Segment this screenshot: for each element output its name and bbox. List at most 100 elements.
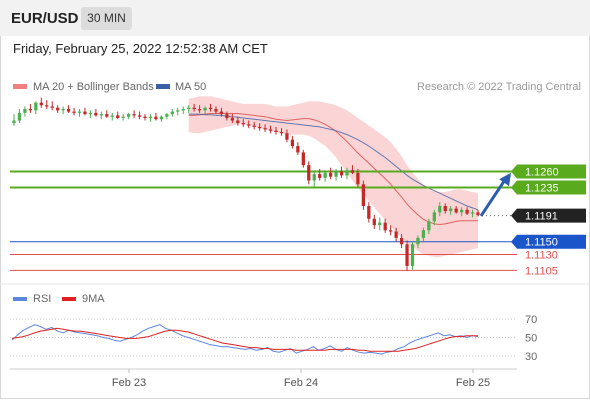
candle-body [274,130,278,132]
candle-body [339,171,344,176]
candle-body [323,172,327,178]
candle-body [28,109,33,111]
candle-body [290,139,295,147]
forecast-arrow-shaft [479,175,509,217]
interval-button[interactable]: 30 MIN [81,7,132,30]
candle-body [449,208,453,212]
candle-body [459,209,464,213]
candle-body [12,120,16,124]
candle-body [399,237,404,245]
candle-body [192,107,196,110]
ma50-legend-label: MA 50 [175,81,206,93]
candle-body [137,115,142,117]
candle-body [105,114,109,117]
candle-body [268,129,273,131]
candle-body [230,117,234,121]
candle-body [116,115,120,118]
candle-body [34,102,38,111]
candle-body [394,231,398,238]
resistance-level-label: 1.1235 [525,183,559,195]
x-axis: Feb 23 Feb 24 Feb 25 [112,369,490,389]
candle-body [356,172,360,185]
resistance-level-label: 1.1260 [525,167,559,179]
candle-body [50,106,54,108]
candle-body [126,114,131,117]
candle-body [279,132,284,134]
candle-body [181,109,185,111]
rsi-legend-label: RSI [33,293,51,305]
rsi-legend-swatch [13,297,27,301]
rsi-ma-line [11,327,478,352]
candle-body [94,112,98,116]
candle-body [23,109,27,113]
candle-body [476,212,480,215]
candle-body [17,112,22,121]
candle-body [197,109,202,111]
candle-body [383,222,387,231]
candle-body [77,111,82,113]
candle-body [203,107,207,111]
candle-body [165,114,169,117]
forecast-arrow-head [499,172,511,187]
candle-body [296,146,300,153]
candle-body [285,133,289,140]
rsi-tick-label: 50 [525,333,537,345]
credit-text: Research © 2022 Trading Central [417,81,581,93]
candle-body [312,174,316,181]
support-level-label: 1.1105 [525,265,558,277]
candle-body [421,230,426,238]
support-level-label: 1.1130 [525,249,558,261]
candle-body [416,237,420,245]
chart-datetime: Friday, February 25, 2022 12:52:38 AM CE… [13,41,268,56]
pivot-level-tag [511,234,586,249]
candle-body [170,111,174,115]
candle-body [83,111,87,115]
candle-body [121,116,125,118]
candle-body [367,206,371,219]
ma50-legend-swatch [156,84,170,89]
candle-body [110,115,114,117]
candle-body [334,171,338,177]
candle-body [318,174,322,178]
x-tick-label: Feb 25 [456,377,490,389]
candle-body [372,218,376,226]
candle-body [328,172,333,177]
candle-body [454,208,458,213]
candle-body [208,107,213,110]
instrument-symbol: EUR/USD [11,10,79,27]
candle-body [378,222,382,226]
ma9-legend-swatch [62,297,76,301]
candle-body [148,116,153,118]
candle-body [225,114,229,118]
candle-body [247,124,251,126]
candle-body [350,170,355,173]
ma50-line [188,113,479,211]
candle-body [258,126,262,129]
candle-body [263,128,267,130]
resistance-level-tag [511,164,586,179]
candle-body [443,206,447,212]
candle-body [236,120,240,124]
candle-body [154,116,158,120]
x-tick-label: Feb 24 [284,377,318,389]
last-level-tag [511,208,586,223]
candle-body [61,109,65,111]
candle-body [219,111,224,115]
candle-body [465,209,469,214]
candle-body [176,110,180,112]
resistance-level-tag [511,180,586,195]
candle-body [307,165,311,181]
candle-body [72,111,76,113]
candle-body [361,184,366,206]
candle-body [214,109,218,112]
candle-body [389,230,393,232]
candle-body [56,107,60,111]
candle-body [159,116,164,120]
candle-body [432,212,436,222]
candle-body [66,109,71,112]
candle-body [88,112,93,115]
header-bar: EUR/USD 30 MIN [0,0,590,36]
bollinger-band [188,96,478,257]
candle-body [241,123,245,125]
